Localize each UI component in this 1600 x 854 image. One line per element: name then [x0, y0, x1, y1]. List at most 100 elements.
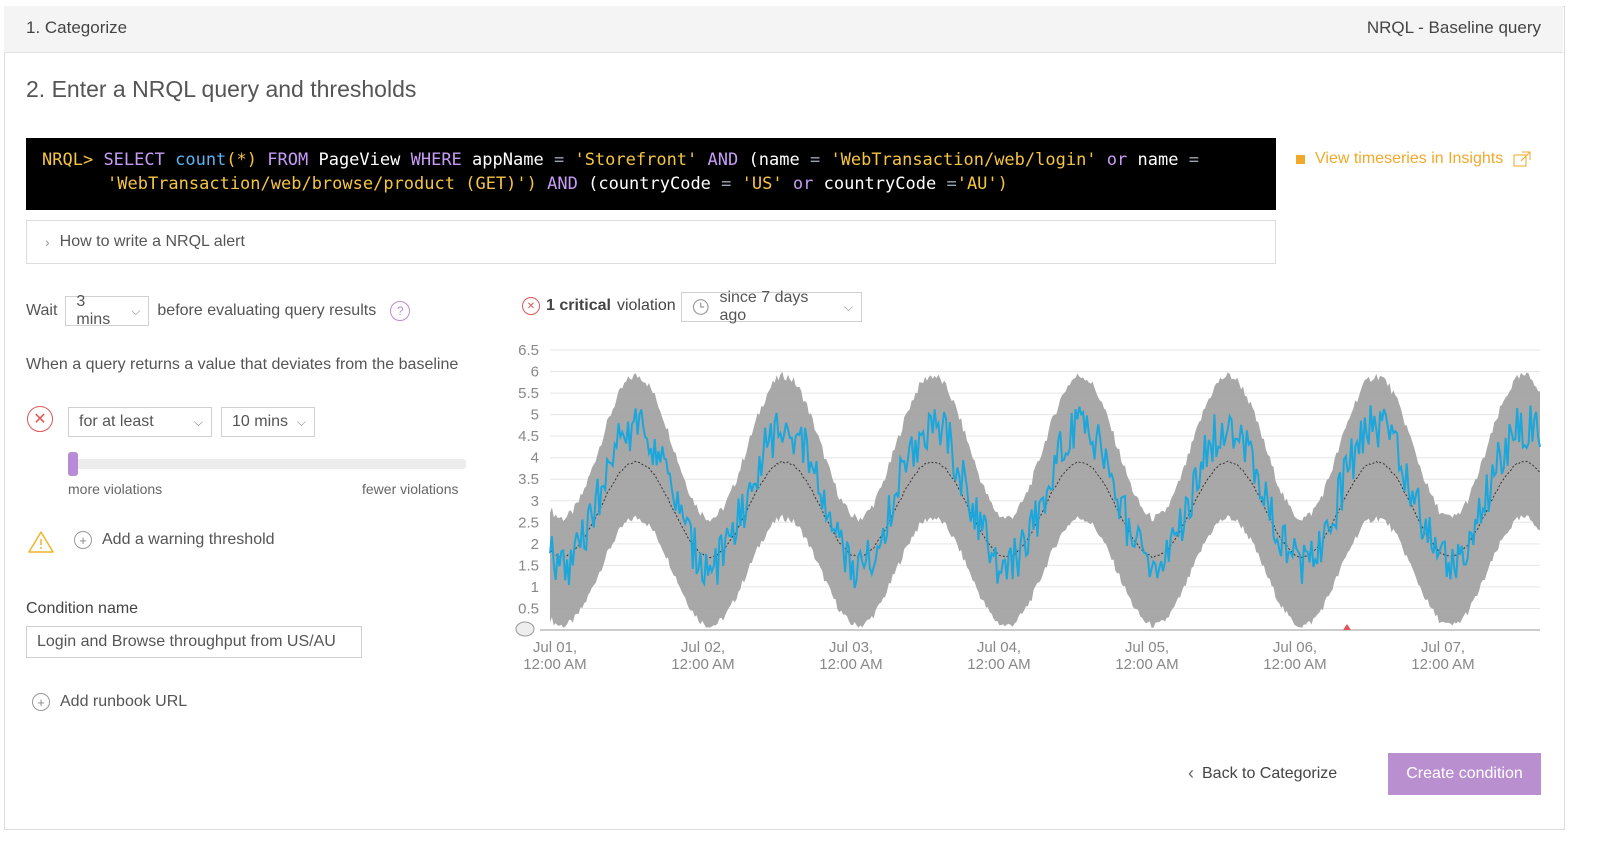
y-tick-label: 6 [531, 364, 539, 381]
query-prompt: NRQL> [42, 150, 94, 170]
y-tick-label: 4 [531, 450, 539, 467]
sensitivity-slider-handle[interactable] [68, 452, 78, 476]
x-tick-label: Jul 06, [1273, 639, 1317, 656]
violation-marker[interactable] [1343, 624, 1351, 630]
y-tick-label: 1.5 [518, 557, 539, 574]
wait-label: Wait [26, 302, 58, 319]
add-runbook-label: Add runbook URL [60, 693, 188, 710]
query-eq-4: = [721, 174, 732, 194]
query-country: countryCode [823, 174, 937, 194]
x-tick-label: 12:00 AM [1411, 656, 1474, 673]
plus-circle-icon: + [32, 693, 50, 711]
back-label: Back to Categorize [1202, 764, 1338, 782]
baseline-chart[interactable]: 6.565.554.543.532.521.510.5 Jul 01,12:00… [505, 340, 1545, 680]
x-tick-label: 12:00 AM [967, 656, 1030, 673]
external-link-icon [1513, 151, 1531, 167]
y-tick-label: 1 [531, 579, 539, 596]
condition-name-input[interactable] [26, 626, 362, 658]
x-tick-label: 12:00 AM [1115, 656, 1178, 673]
add-runbook-button[interactable]: + Add runbook URL [32, 693, 187, 711]
y-axis-ticks: 6.5 6 5.5 5 4.5 4 3.5 3 2.5 2 1.5 1 0.5 [518, 342, 539, 617]
query-name: name [1137, 150, 1179, 170]
query-count: count [175, 150, 227, 170]
query-eq-3: = [1188, 150, 1199, 170]
step-header[interactable]: 1. Categorize NRQL - Baseline query [4, 6, 1563, 53]
query-and-1: AND [707, 150, 739, 170]
step-categorize[interactable]: 1. Categorize [26, 18, 128, 37]
insights-link-label: View timeseries in Insights [1315, 150, 1504, 167]
x-tick-label: Jul 03, [829, 639, 873, 656]
query-appname: appName [472, 150, 544, 170]
sensitivity-slider-track[interactable] [68, 459, 466, 469]
nrql-help-expander[interactable]: › How to write a NRQL alert [26, 220, 1276, 264]
query-us: 'US' [741, 174, 783, 194]
x-tick-label: Jul 05, [1125, 639, 1169, 656]
violation-count: 1 [546, 297, 555, 314]
nrql-query-editor[interactable]: NRQL> SELECT count(*) FROM PageView WHER… [26, 138, 1276, 210]
violation-markers [1343, 624, 1351, 630]
critical-x-icon: ✕ [522, 297, 540, 315]
x-tick-label: 12:00 AM [523, 656, 586, 673]
create-condition-button[interactable]: Create condition [1388, 753, 1541, 795]
chevron-left-icon: ‹ [1188, 763, 1194, 783]
page-title: 2. Enter a NRQL query and thresholds [26, 76, 417, 102]
query-line-2: 'WebTransaction/web/browse/product (GET)… [42, 172, 1276, 196]
condition-name-label: Condition name [26, 600, 139, 617]
y-tick-label: 3 [531, 493, 539, 510]
duration-select[interactable]: 10 mins ⌵ [221, 407, 315, 437]
wait-duration-select[interactable]: 3 mins ⌵ [65, 293, 150, 328]
query-app-value: 'Storefront' [574, 150, 698, 170]
violation-severity: critical [559, 297, 611, 314]
x-tick-label: 12:00 AM [671, 656, 734, 673]
insights-link[interactable]: View timeseries in Insights [1296, 150, 1531, 168]
y-tick-label: 2 [531, 536, 539, 553]
y-tick-label: 0.5 [518, 600, 539, 617]
y-tick-label: 5.5 [518, 385, 539, 402]
x-tick-label: Jul 07, [1421, 639, 1465, 656]
back-to-categorize-button[interactable]: ‹ Back to Categorize [1188, 763, 1337, 784]
query-au: 'AU') [956, 174, 1008, 194]
violation-summary: ✕ 1 critical violation [522, 297, 676, 315]
query-line-1: NRQL> SELECT count(*) FROM PageView WHER… [42, 148, 1276, 172]
x-tick-label: 12:00 AM [1263, 656, 1326, 673]
insights-square-icon [1296, 154, 1305, 164]
query-where: WHERE [410, 150, 462, 170]
chevron-down-icon: ⌵ [296, 414, 306, 429]
duration-mode-select[interactable]: for at least ⌵ [68, 407, 212, 437]
x-tick-label: Jul 01, [533, 639, 577, 656]
query-select: SELECT [103, 150, 165, 170]
clock-icon [692, 299, 709, 315]
violation-word: violation [616, 297, 676, 314]
add-warning-label: Add a warning threshold [102, 531, 275, 548]
query-country-open: (countryCode [588, 174, 711, 194]
duration-value: 10 mins [232, 413, 289, 430]
chevron-down-icon: ⌵ [843, 299, 853, 314]
query-table: PageView [318, 150, 401, 170]
query-login-path: 'WebTransaction/web/login' [830, 150, 1097, 170]
time-range-select[interactable]: since 7 days ago ⌵ [681, 289, 862, 324]
help-icon[interactable]: ? [390, 301, 411, 321]
actual-series-line [549, 405, 1541, 589]
y-tick-label: 2.5 [518, 514, 539, 531]
duration-mode-value: for at least [79, 413, 154, 430]
y-tick-label: 3.5 [518, 471, 539, 488]
query-eq-2: = [809, 150, 821, 170]
query-name-open: (name [748, 150, 800, 170]
x-tick-label: Jul 04, [977, 639, 1021, 656]
condition-type: NRQL - Baseline query [1366, 18, 1541, 37]
scroll-handle-icon[interactable] [515, 621, 535, 637]
plus-circle-icon: + [74, 531, 92, 549]
time-range-value: since 7 days ago [719, 289, 809, 324]
add-warning-threshold-button[interactable]: + Add a warning threshold [74, 531, 275, 549]
deviation-description: When a query returns a value that deviat… [26, 356, 459, 373]
slider-left-label: more violations [68, 481, 163, 497]
wait-duration-value: 3 mins [76, 293, 111, 328]
x-tick-label: Jul 02, [681, 639, 725, 656]
wait-suffix: before evaluating query results [157, 302, 377, 319]
query-star: (*) [226, 150, 258, 170]
chevron-down-icon: ⌵ [193, 414, 203, 429]
critical-x-icon: ✕ [27, 406, 53, 432]
query-or-1: or [1106, 150, 1128, 170]
y-tick-label: 6.5 [518, 342, 539, 359]
